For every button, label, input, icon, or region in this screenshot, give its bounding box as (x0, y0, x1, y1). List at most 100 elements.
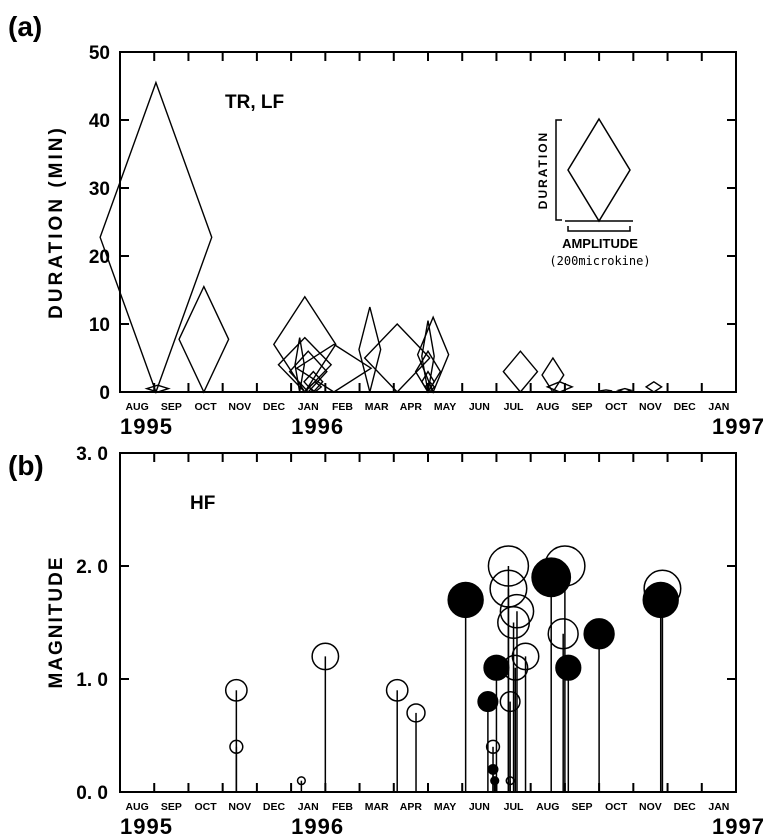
y-tick-label: 20 (89, 247, 110, 268)
duration-diamond (288, 350, 328, 394)
month-label: APR (400, 801, 423, 813)
month-label: NOV (639, 801, 662, 813)
month-label: FEB (332, 401, 353, 413)
month-label: JAN (298, 401, 319, 413)
magnitude-marker-filled (490, 776, 500, 786)
legend-unit-label: (200microkine) (549, 254, 650, 268)
panel-b: (b) MAGNITUDE HF 0. 0 1. 0 2. 0 3. 0 AUG SEP… (8, 444, 765, 839)
legend-duration-label: DURATION (536, 131, 550, 209)
magnitude-marker-filled (555, 654, 582, 681)
magnitude-marker-open (224, 678, 248, 702)
duration-diamond (294, 337, 306, 393)
magnitude-marker-open (487, 545, 530, 587)
month-label: JUN (469, 401, 490, 413)
month-label: SEP (161, 801, 182, 813)
duration-diamond (303, 370, 324, 394)
magnitude-marker-open (547, 618, 579, 650)
month-label: JUL (504, 401, 524, 413)
duration-diamond (502, 350, 539, 394)
panel-a: (a) DURATION (MIN) TR, LF 0 10 20 30 40 50 AU… (8, 11, 765, 439)
year-label: 1997 (712, 414, 765, 439)
month-label: DEC (263, 401, 286, 413)
panel-a-axis-ticks: 0 10 20 30 40 50 (89, 43, 736, 404)
magnitude-marker-open (511, 642, 540, 671)
month-label: JUN (469, 801, 490, 813)
month-label: OCT (194, 801, 217, 813)
month-label: SEP (161, 401, 182, 413)
y-tick-label: 2. 0 (76, 557, 108, 578)
month-label: OCT (194, 401, 217, 413)
y-tick-label: 0 (99, 383, 110, 404)
month-label: JAN (708, 401, 729, 413)
y-tick-label: 3. 0 (76, 444, 108, 465)
panel-a-year-labels: 1995 1996 1997 (120, 414, 765, 439)
magnitude-marker-open (406, 703, 426, 723)
panel-a-marks (99, 80, 663, 395)
magnitude-marker-filled (531, 557, 572, 598)
legend-duration-bracket (555, 119, 562, 221)
year-label: 1997 (712, 814, 765, 839)
duration-diamond (358, 306, 382, 393)
duration-diamond (295, 343, 373, 393)
year-label: 1995 (120, 414, 173, 439)
duration-diamond (307, 380, 323, 393)
duration-diamond (420, 370, 436, 394)
duration-diamond (416, 315, 450, 394)
y-tick-label: 0. 0 (76, 783, 108, 804)
panel-a-ylabel: DURATION (MIN) (46, 125, 67, 319)
month-label: JUL (504, 801, 524, 813)
magnitude-marker-open (311, 642, 340, 671)
magnitude-marker-filled (477, 691, 499, 713)
magnitude-marker-open (502, 654, 529, 681)
magnitude-marker-open (499, 691, 521, 713)
panel-a-month-labels: AUG SEP OCT NOV DEC JAN FEB MAR APR MAY JUN JUL AUG S… (125, 401, 729, 413)
month-label: AUG (125, 801, 148, 813)
panel-b-series-label: HF (190, 493, 215, 514)
magnitude-marker-filled (642, 581, 679, 619)
duration-diamond (615, 387, 634, 393)
duration-diamond (277, 336, 333, 394)
magnitude-marker-open (544, 545, 586, 587)
month-label: AUG (125, 401, 148, 413)
magnitude-marker-open (485, 739, 501, 754)
magnitude-marker-filled (583, 618, 615, 650)
month-label: MAY (434, 401, 456, 413)
magnitude-marker-open (385, 678, 409, 702)
y-tick-label: 1. 0 (76, 670, 108, 691)
magnitude-marker-open (499, 593, 535, 629)
panel-b-month-labels: AUG SEP OCT NOV DEC JAN FEB MAR APR MAY JUN JUL AUG S… (125, 801, 729, 813)
legend-amplitude-bracket (567, 226, 631, 232)
month-label: DEC (263, 801, 286, 813)
duration-diamond (541, 356, 565, 394)
y-tick-label: 10 (89, 315, 110, 336)
month-label: APR (400, 401, 423, 413)
panel-b-year-labels: 1995 1996 1997 (120, 814, 765, 839)
magnitude-marker-filled (487, 763, 499, 775)
panel-b-ylabel: MAGNITUDE (46, 555, 67, 688)
month-label: AUG (536, 801, 559, 813)
panel-a-series-label: TR, LF (225, 92, 284, 113)
month-label: FEB (332, 801, 353, 813)
month-label: SEP (571, 801, 592, 813)
month-label: MAR (365, 801, 389, 813)
month-label: OCT (605, 401, 628, 413)
month-label: NOV (228, 401, 251, 413)
duration-amplitude-legend: DURATION AMPLITUDE (200microkine) (536, 117, 651, 268)
month-label: SEP (571, 401, 592, 413)
month-label: DEC (674, 401, 697, 413)
legend-amplitude-label: AMPLITUDE (562, 236, 638, 251)
duration-diamond (144, 384, 171, 393)
duration-diamond (644, 380, 663, 393)
panel-a-label: (a) (8, 11, 42, 42)
magnitude-marker-filled (447, 581, 484, 619)
year-label: 1996 (291, 814, 344, 839)
magnitude-marker-open (505, 776, 515, 786)
panel-b-axis-ticks: 0. 0 1. 0 2. 0 3. 0 (76, 444, 736, 804)
month-label: DEC (674, 801, 697, 813)
duration-diamond (363, 322, 431, 394)
month-label: NOV (228, 801, 251, 813)
magnitude-marker-open (229, 739, 244, 754)
duration-diamond (424, 380, 436, 394)
month-label: NOV (639, 401, 662, 413)
month-label: AUG (536, 401, 559, 413)
